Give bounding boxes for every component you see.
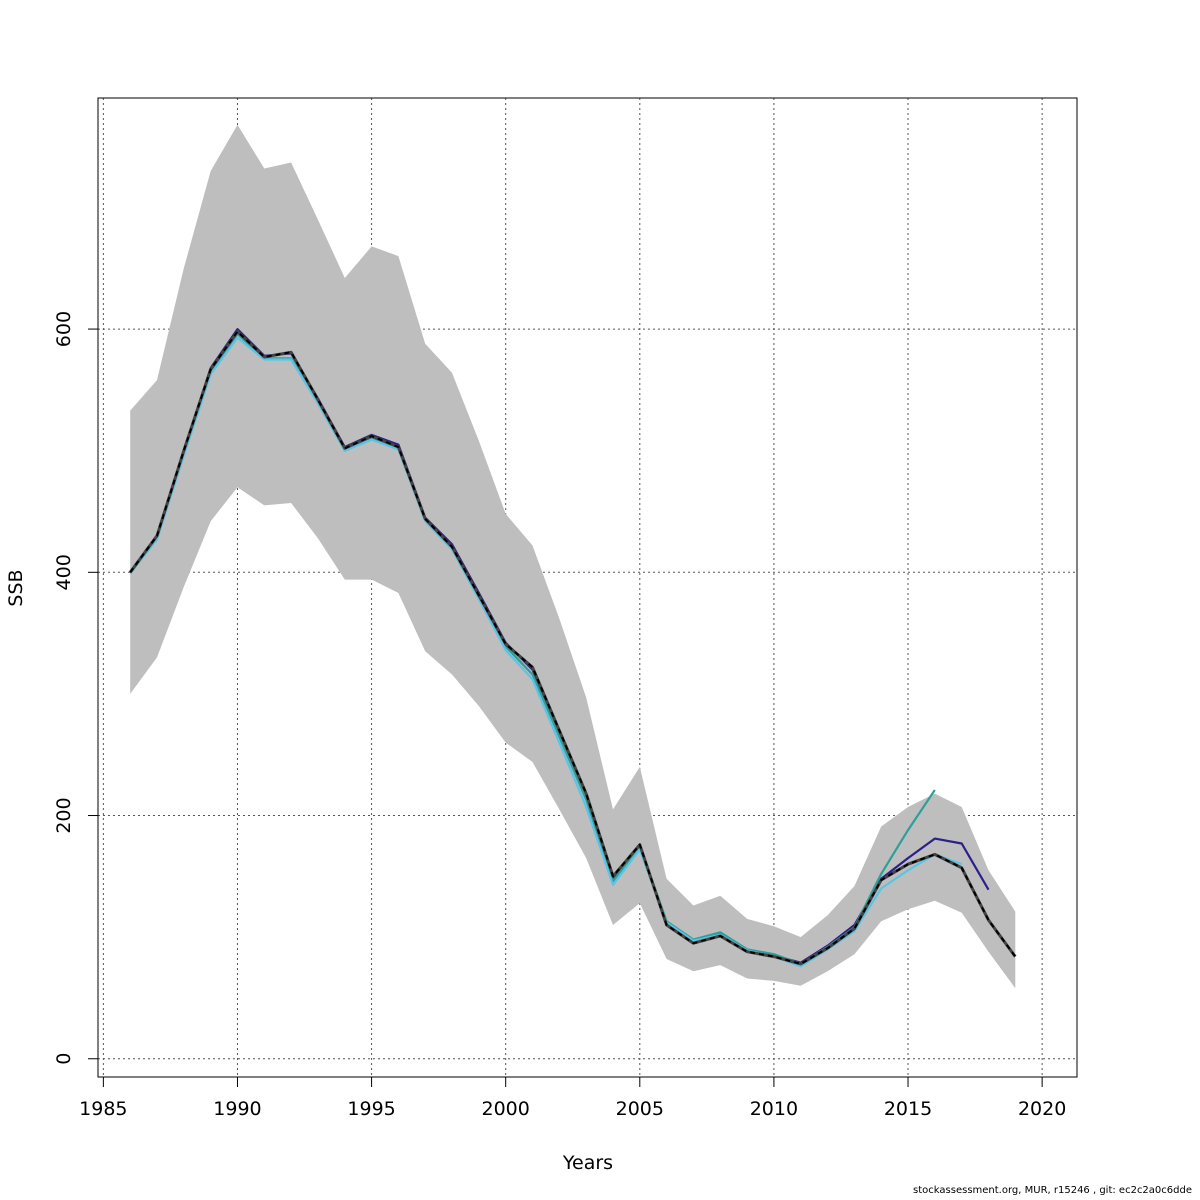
- x-tick-label-1995: 1995: [347, 1098, 395, 1120]
- x-tick-label-2010: 2010: [750, 1098, 798, 1120]
- x-tick-label-2015: 2015: [884, 1098, 932, 1120]
- x-tick-label-2005: 2005: [616, 1098, 664, 1120]
- series-line-3: [129, 330, 1017, 965]
- series-layer: [128, 328, 1017, 968]
- y-tick-label-600: 600: [53, 311, 75, 347]
- confidence-band: [130, 124, 1016, 989]
- y-axis-title: SSB: [5, 569, 27, 606]
- x-tick-label-2020: 2020: [1018, 1098, 1066, 1120]
- y-tick-label-200: 200: [53, 797, 75, 833]
- footer-credit: stockassessment.org, MUR, r15246 , git: …: [913, 1185, 1192, 1196]
- y-tick-label-0: 0: [53, 1053, 75, 1065]
- y-tick-label-400: 400: [53, 554, 75, 590]
- x-tick-label-2000: 2000: [482, 1098, 530, 1120]
- x-tick-label-1985: 1985: [79, 1098, 127, 1120]
- x-axis-title: Years: [562, 1152, 613, 1174]
- axis-layer: 1985 1990 1995 2000 2005 2010 2015 2020 0 200 400 6…: [53, 311, 1066, 1120]
- x-tick-label-1990: 1990: [213, 1098, 261, 1120]
